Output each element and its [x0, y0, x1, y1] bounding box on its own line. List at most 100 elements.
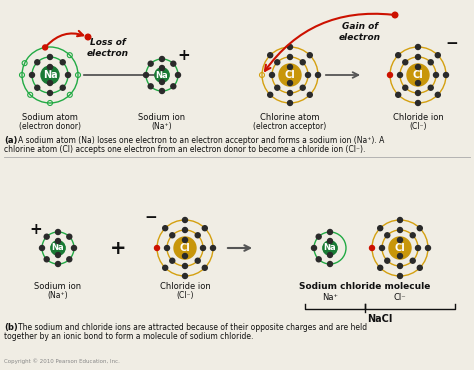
- Circle shape: [195, 233, 200, 238]
- Circle shape: [144, 73, 148, 77]
- Circle shape: [85, 34, 91, 40]
- Circle shape: [416, 246, 420, 250]
- Text: Cl: Cl: [284, 70, 295, 80]
- Circle shape: [29, 73, 35, 77]
- Circle shape: [398, 238, 402, 242]
- Circle shape: [210, 246, 216, 250]
- Circle shape: [35, 60, 40, 65]
- Text: −: −: [446, 36, 458, 50]
- Circle shape: [47, 91, 53, 95]
- Circle shape: [159, 80, 164, 84]
- Circle shape: [65, 73, 71, 77]
- Circle shape: [396, 92, 401, 97]
- Circle shape: [316, 257, 321, 262]
- Circle shape: [55, 262, 61, 266]
- Circle shape: [182, 228, 188, 232]
- Circle shape: [398, 228, 402, 232]
- Text: Na: Na: [43, 70, 57, 80]
- Circle shape: [417, 226, 422, 231]
- Circle shape: [398, 273, 402, 279]
- Text: Sodium ion: Sodium ion: [138, 113, 185, 122]
- Circle shape: [407, 64, 429, 86]
- Circle shape: [398, 253, 402, 259]
- Circle shape: [389, 237, 411, 259]
- Circle shape: [163, 226, 168, 231]
- Text: Loss of
electron: Loss of electron: [87, 38, 129, 58]
- Text: Chloride ion: Chloride ion: [392, 113, 443, 122]
- Circle shape: [378, 226, 383, 231]
- Circle shape: [175, 73, 181, 77]
- Circle shape: [182, 273, 188, 279]
- Circle shape: [163, 265, 168, 270]
- Circle shape: [170, 258, 175, 263]
- Circle shape: [67, 257, 72, 262]
- Circle shape: [435, 53, 440, 58]
- Text: (b): (b): [4, 323, 18, 332]
- Circle shape: [155, 246, 159, 250]
- Circle shape: [398, 218, 402, 222]
- Text: Cl⁻: Cl⁻: [394, 293, 406, 302]
- Circle shape: [416, 91, 420, 95]
- Circle shape: [195, 258, 200, 263]
- Text: +: +: [29, 222, 42, 238]
- Circle shape: [47, 64, 53, 70]
- Circle shape: [60, 60, 65, 65]
- Circle shape: [410, 258, 415, 263]
- Circle shape: [434, 73, 438, 77]
- Circle shape: [288, 91, 292, 95]
- Circle shape: [171, 84, 176, 89]
- Circle shape: [370, 246, 374, 250]
- Circle shape: [426, 246, 430, 250]
- Circle shape: [416, 81, 420, 85]
- Text: Sodium atom: Sodium atom: [22, 113, 78, 122]
- Text: A sodium atom (Na) loses one electron to an electron acceptor and forms a sodium: A sodium atom (Na) loses one electron to…: [18, 136, 384, 145]
- Circle shape: [51, 241, 65, 255]
- Circle shape: [60, 85, 65, 90]
- Circle shape: [182, 218, 188, 222]
- Circle shape: [55, 229, 61, 235]
- Circle shape: [279, 64, 301, 86]
- Circle shape: [316, 234, 321, 239]
- Text: Gain of
electron: Gain of electron: [339, 22, 381, 42]
- Text: The sodium and chloride ions are attracted because of their opposite charges and: The sodium and chloride ions are attract…: [18, 323, 367, 332]
- Text: Chloride ion: Chloride ion: [160, 282, 210, 291]
- Circle shape: [328, 262, 332, 266]
- Circle shape: [392, 12, 398, 18]
- Circle shape: [444, 73, 448, 77]
- Text: (electron donor): (electron donor): [19, 122, 81, 131]
- Circle shape: [416, 54, 420, 60]
- Circle shape: [428, 85, 433, 90]
- Text: −: −: [145, 211, 157, 225]
- Circle shape: [268, 92, 273, 97]
- Text: Cl: Cl: [180, 243, 191, 253]
- Circle shape: [398, 263, 402, 269]
- Circle shape: [39, 246, 45, 250]
- Circle shape: [275, 85, 280, 90]
- Circle shape: [328, 229, 332, 235]
- Circle shape: [428, 60, 433, 65]
- Circle shape: [174, 237, 196, 259]
- Circle shape: [47, 81, 53, 85]
- Circle shape: [403, 85, 408, 90]
- Text: together by an ionic bond to form a molecule of sodium chloride.: together by an ionic bond to form a mole…: [4, 332, 254, 341]
- Circle shape: [288, 54, 292, 60]
- Text: Sodium ion: Sodium ion: [35, 282, 82, 291]
- Text: (Cl⁻): (Cl⁻): [176, 291, 194, 300]
- Text: Na⁺: Na⁺: [322, 293, 338, 302]
- Circle shape: [385, 233, 390, 238]
- Circle shape: [170, 233, 175, 238]
- Circle shape: [300, 60, 305, 65]
- Circle shape: [410, 233, 415, 238]
- Circle shape: [41, 66, 59, 84]
- Circle shape: [388, 73, 392, 77]
- Text: Na: Na: [324, 243, 337, 252]
- Circle shape: [316, 73, 320, 77]
- Text: NaCl: NaCl: [367, 314, 392, 324]
- Circle shape: [268, 53, 273, 58]
- Text: (Na⁺): (Na⁺): [48, 291, 68, 300]
- Circle shape: [270, 73, 274, 77]
- Circle shape: [288, 81, 292, 85]
- Circle shape: [396, 53, 401, 58]
- Circle shape: [275, 60, 280, 65]
- Text: +: +: [110, 239, 126, 258]
